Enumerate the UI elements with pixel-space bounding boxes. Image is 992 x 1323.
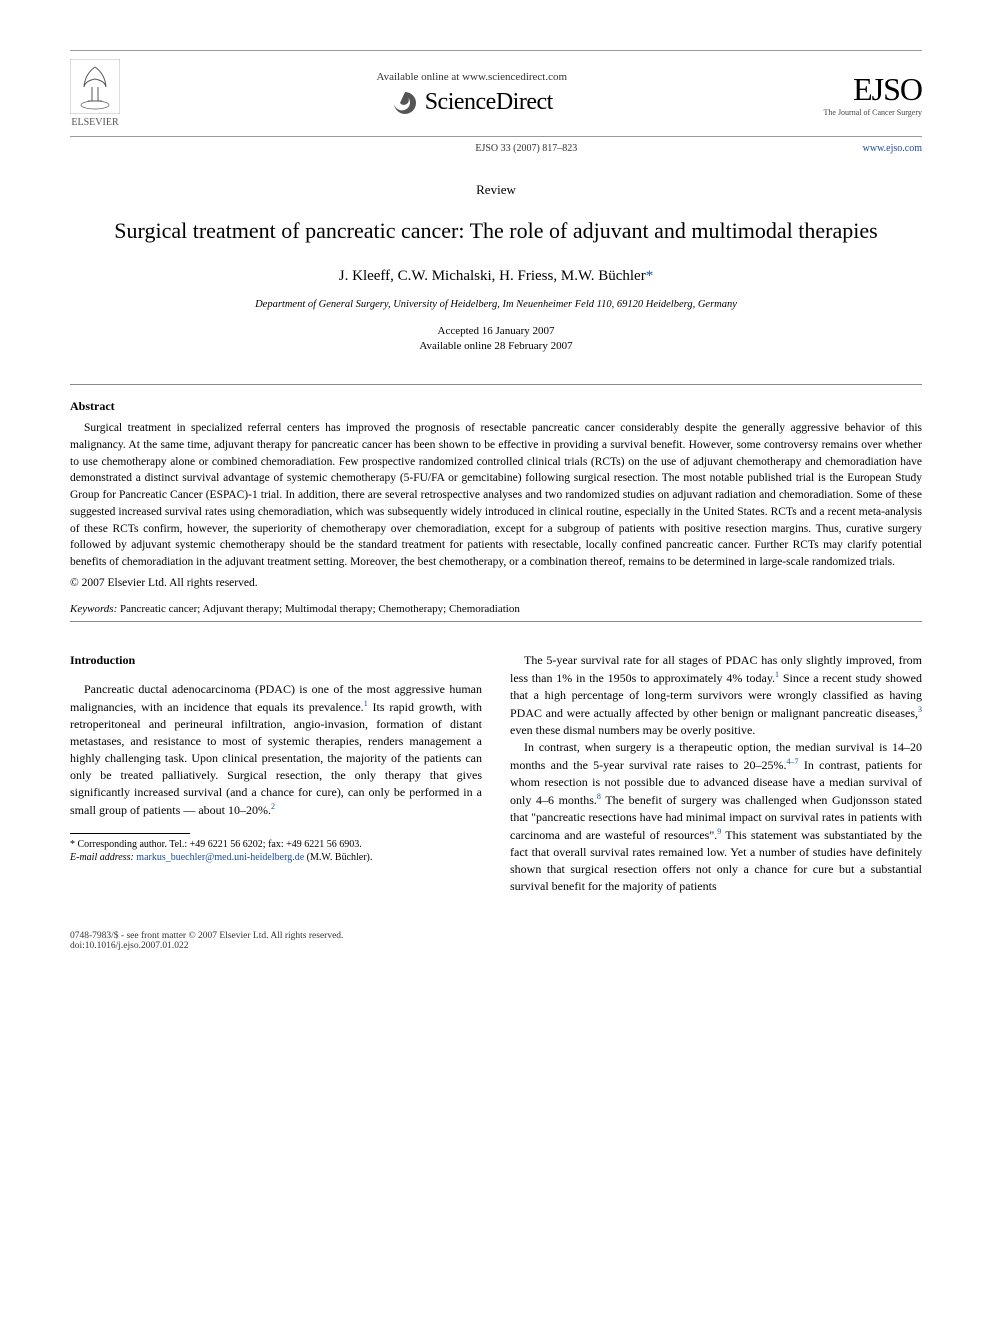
front-matter-notice: 0748-7983/$ - see front matter © 2007 El… (70, 931, 343, 941)
citation-row: EJSO 33 (2007) 817–823 www.ejso.com (70, 141, 922, 156)
citation-ref[interactable]: 3 (918, 705, 922, 714)
accepted-date: Accepted 16 January 2007 (70, 324, 922, 339)
sciencedirect-block: Available online at www.sciencedirect.co… (120, 71, 824, 117)
abstract-heading: Abstract (70, 399, 922, 414)
body-paragraph: The 5-year survival rate for all stages … (510, 652, 922, 739)
doi: doi:10.1016/j.ejso.2007.01.022 (70, 941, 343, 951)
body-text: even these dismal numbers may be overly … (510, 723, 755, 737)
email-attribution: (M.W. Büchler). (304, 852, 372, 863)
available-online-text: Available online at www.sciencedirect.co… (120, 71, 824, 83)
intro-heading: Introduction (70, 652, 482, 669)
body-paragraph: Pancreatic ductal adenocarcinoma (PDAC) … (70, 681, 482, 819)
body-text: Its rapid growth, with retroperitoneal a… (70, 700, 482, 817)
page-footer: 0748-7983/$ - see front matter © 2007 El… (70, 931, 922, 951)
email-footnote: E-mail address: markus_buechler@med.uni-… (70, 851, 482, 865)
body-columns: Introduction Pancreatic ductal adenocarc… (70, 652, 922, 895)
sciencedirect-name: ScienceDirect (425, 89, 553, 116)
sciencedirect-swirl-icon (391, 89, 419, 117)
journal-subtitle: The Journal of Cancer Surgery (824, 108, 923, 117)
authors-text: J. Kleeff, C.W. Michalski, H. Friess, M.… (339, 268, 646, 284)
divider (70, 621, 922, 622)
body-paragraph: In contrast, when surgery is a therapeut… (510, 739, 922, 895)
keywords-text: Pancreatic cancer; Adjuvant therapy; Mul… (117, 603, 520, 615)
citation-text: EJSO 33 (2007) 817–823 (190, 143, 863, 154)
corresponding-author-footnote: * Corresponding author. Tel.: +49 6221 5… (70, 838, 482, 852)
affiliation: Department of General Surgery, Universit… (70, 299, 922, 310)
article-title: Surgical treatment of pancreatic cancer:… (70, 216, 922, 246)
journal-abbrev: EJSO (824, 71, 923, 108)
citation-ref[interactable]: 4–7 (787, 757, 799, 766)
author-email-link[interactable]: markus_buechler@med.uni-heidelberg.de (136, 852, 304, 863)
masthead: ELSEVIER Available online at www.science… (70, 50, 922, 137)
publisher-name: ELSEVIER (70, 117, 120, 128)
available-online-date: Available online 28 February 2007 (70, 339, 922, 354)
authors-line: J. Kleeff, C.W. Michalski, H. Friess, M.… (70, 268, 922, 285)
citation-ref[interactable]: 2 (271, 802, 275, 811)
journal-url-link[interactable]: www.ejso.com (863, 143, 922, 154)
corresponding-marker[interactable]: * (646, 268, 654, 284)
abstract-copyright: © 2007 Elsevier Ltd. All rights reserved… (70, 577, 922, 589)
abstract-body: Surgical treatment in specialized referr… (70, 420, 922, 570)
publication-dates: Accepted 16 January 2007 Available onlin… (70, 324, 922, 355)
email-label: E-mail address: (70, 852, 134, 863)
publisher-logo: ELSEVIER (70, 59, 120, 128)
elsevier-tree-icon (70, 59, 120, 114)
article-type: Review (70, 182, 922, 198)
keywords-label: Keywords: (70, 603, 117, 615)
divider (70, 384, 922, 385)
journal-logo: EJSO The Journal of Cancer Surgery (824, 71, 923, 117)
keywords-line: Keywords: Pancreatic cancer; Adjuvant th… (70, 603, 922, 615)
footnote-separator (70, 833, 190, 834)
